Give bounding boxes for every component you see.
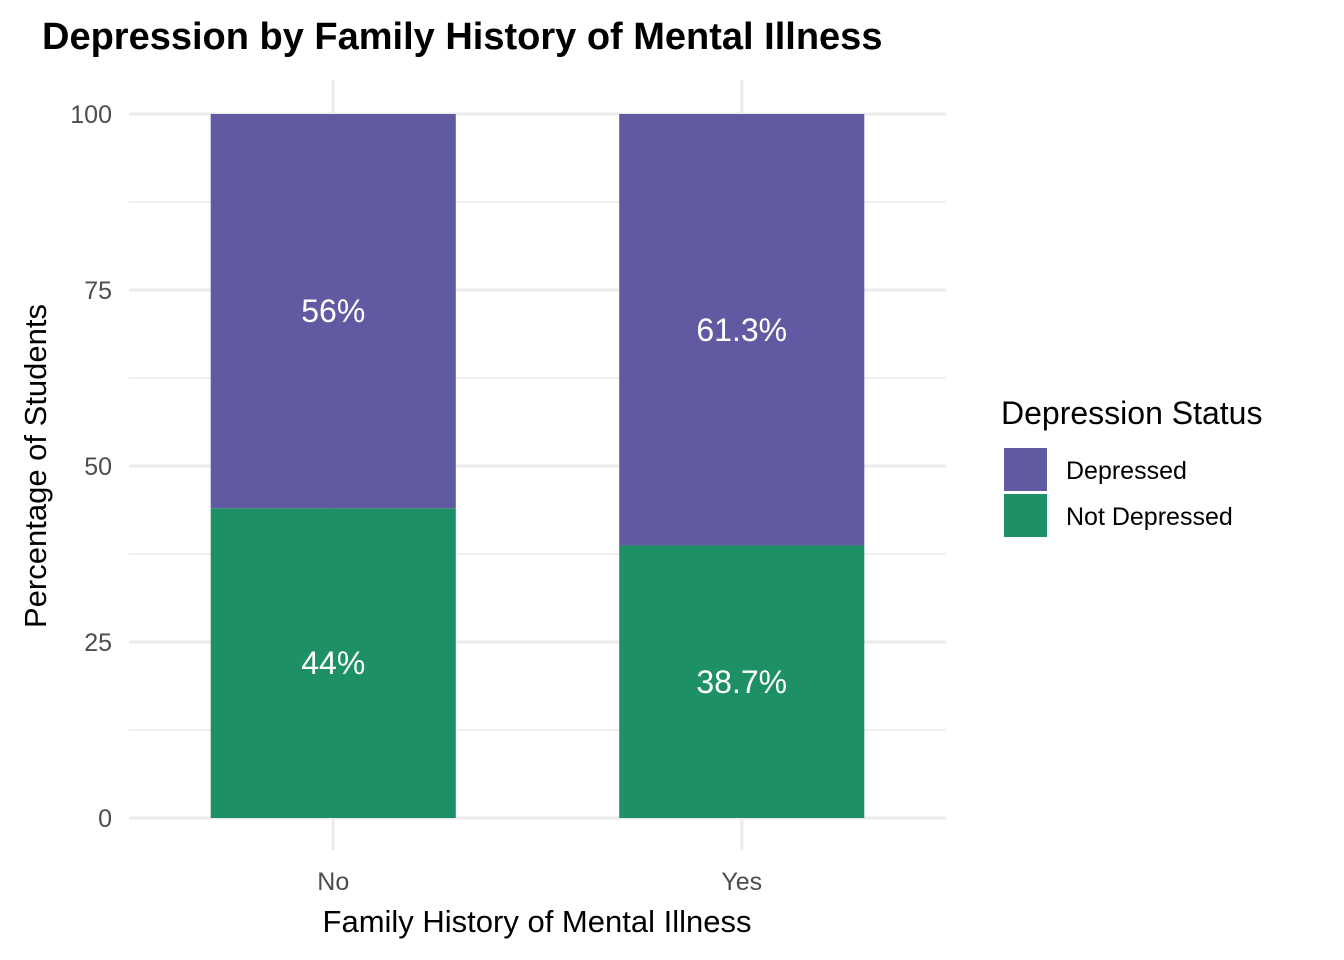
data-label: 56%	[301, 293, 365, 329]
bar-yes-depressed	[619, 114, 865, 546]
y-tick-label: 0	[98, 805, 112, 833]
legend-title: Depression Status	[1001, 395, 1262, 431]
x-tick-label: Yes	[721, 868, 762, 896]
y-tick-label: 50	[84, 453, 112, 481]
bar-no-not-depressed	[210, 508, 456, 818]
x-axis-ticks: No Yes	[317, 868, 762, 896]
bar-yes-not-depressed	[619, 545, 865, 818]
bars	[210, 114, 865, 818]
x-axis-title: Family History of Mental Illness	[323, 904, 752, 939]
legend-swatch	[1004, 448, 1047, 491]
legend: Depression Status Depressed Not Depressed	[1001, 395, 1262, 537]
data-label: 38.7%	[696, 664, 787, 700]
y-axis-title: Percentage of Students	[18, 304, 53, 628]
legend-label: Depressed	[1066, 457, 1187, 485]
legend-items: Depressed Not Depressed	[1004, 448, 1233, 537]
data-labels: 44% 56% 38.7% 61.3%	[301, 293, 787, 700]
y-tick-label: 25	[84, 629, 112, 657]
x-tick-label: No	[317, 868, 349, 896]
y-tick-label: 75	[84, 277, 112, 305]
chart-title: Depression by Family History of Mental I…	[42, 16, 882, 58]
legend-swatch	[1004, 494, 1047, 537]
bar-no-depressed	[210, 114, 456, 509]
legend-label: Not Depressed	[1066, 503, 1233, 531]
data-label: 44%	[301, 645, 365, 681]
data-label: 61.3%	[696, 312, 787, 348]
y-axis-ticks: 0 25 50 75 100	[70, 101, 112, 833]
y-tick-label: 100	[70, 101, 112, 129]
